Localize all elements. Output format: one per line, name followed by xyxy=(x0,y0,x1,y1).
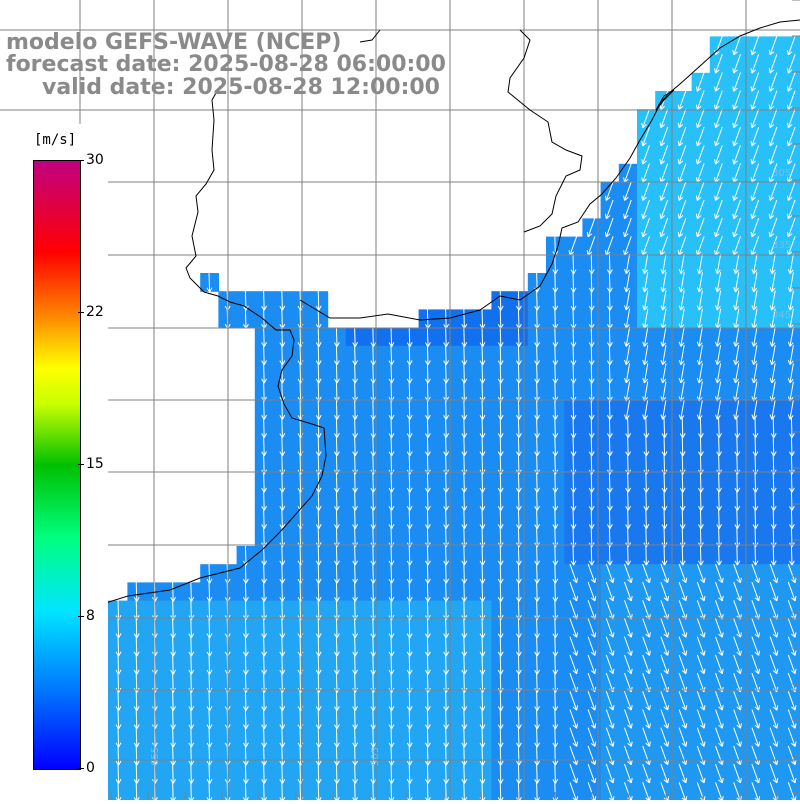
colorbar-gradient xyxy=(33,160,81,770)
colorbar-unit: [m/s] xyxy=(34,132,76,148)
lat-label: 335 xyxy=(772,240,791,251)
lon-label: 655 xyxy=(150,747,161,766)
title-forecast-date: forecast date: 2025-08-28 06:00:00 xyxy=(6,54,446,76)
colorbar-tick-8: 8 xyxy=(86,608,95,624)
colorbar-tick-0: 0 xyxy=(86,760,95,776)
lat-label: 345 xyxy=(772,310,791,321)
colorbar-panel: [m/s] 30 22 15 8 0 xyxy=(0,124,108,800)
title-model: modelo GEFS-WAVE (NCEP) xyxy=(6,32,341,54)
colorbar-tick-22: 22 xyxy=(86,304,104,320)
colorbar-tick-30: 30 xyxy=(86,152,104,168)
lon-label: 505 xyxy=(370,747,381,766)
colorbar-tick-15: 15 xyxy=(86,456,104,472)
lat-label: 305 xyxy=(772,168,791,179)
title-valid-date: valid date: 2025-08-28 12:00:00 xyxy=(42,77,440,99)
